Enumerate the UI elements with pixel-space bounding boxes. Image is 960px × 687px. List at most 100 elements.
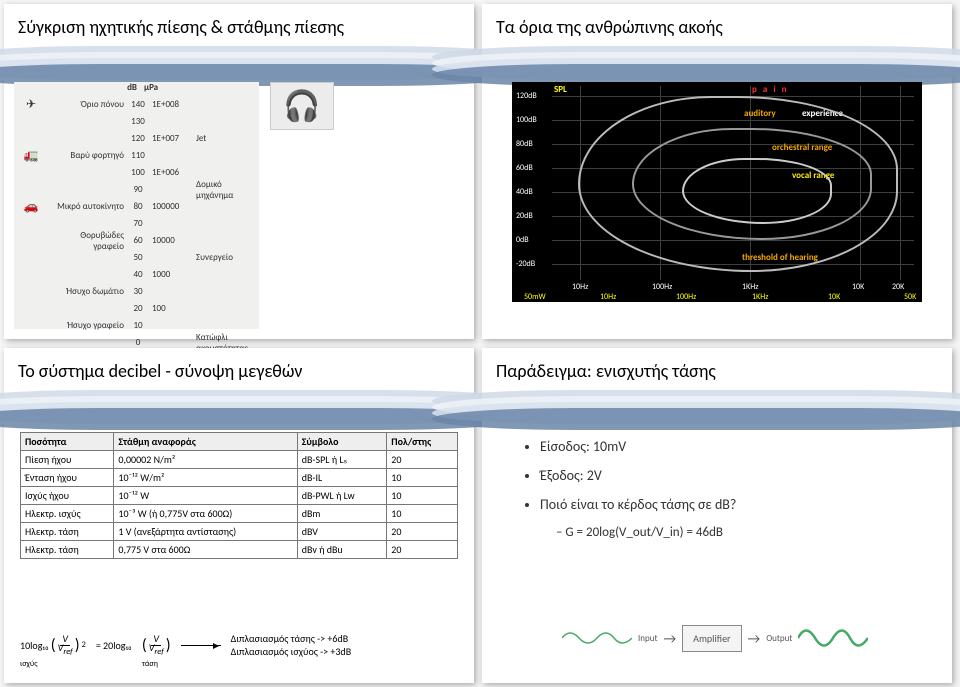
row-mpa: 1E+008 — [152, 99, 192, 110]
row-label: Όριο πόνου — [52, 99, 124, 110]
table-header: Πολ/στης — [387, 433, 458, 451]
row-icon: 🚗 — [14, 199, 48, 214]
formula-notes: Διπλασιασμός τάσης -> +6dB Διπλασιασμός … — [231, 632, 352, 658]
table-row: Πίεση ήχου0,00002 N/m²dB-SPL ή Lₛ20 — [21, 451, 458, 469]
slide-hearing-range: Τα όρια της ανθρώπινης ακοής SPL p a i n… — [482, 4, 952, 339]
table-cell: 20 — [387, 541, 458, 559]
table-row: Ισχύς ήχου10⁻¹² WdB-PWL ή Lw10 — [21, 487, 458, 505]
chart-x-label: 10K — [852, 282, 864, 292]
table-header: Ποσότητα — [21, 433, 114, 451]
chart-x-label: 100Hz — [652, 282, 672, 292]
slide-header: Το σύστημα decibel - σύνοψη μεγεθών — [4, 348, 474, 418]
bullet-list: Είσοδος: 10mV Έξοδος: 2V Ποιό είναι το κ… — [540, 438, 932, 513]
table-cell: 20 — [387, 523, 458, 541]
col-db: dB — [120, 82, 144, 96]
row-db: 90 — [128, 184, 148, 195]
table-cell: dBV — [297, 523, 387, 541]
row-extra: Συνεργείο — [196, 252, 259, 263]
table-cell: Ισχύς ήχου — [21, 487, 114, 505]
sine-small-icon — [562, 623, 632, 653]
note-power: Διπλασιασμός ισχύος -> +3dB — [231, 645, 352, 658]
table-cell: 10⁻¹² W — [114, 487, 297, 505]
formula-lhs: 10log₁₀ ( V Vref )2 ισχύς — [20, 634, 86, 657]
row-mpa: 1E+007 — [152, 133, 192, 144]
pressure-row: 40 1000 — [14, 266, 259, 283]
bullet-output: Έξοδος: 2V — [540, 467, 932, 484]
row-label: Μικρό αυτοκίνητο — [52, 201, 124, 212]
row-db: 100 — [128, 167, 148, 178]
slide-amplifier: Παράδειγμα: ενισχυτής τάσης Είσοδος: 10m… — [482, 348, 952, 683]
slide-pressure: Σύγκριση ηχητικής πίεσης & στάθμης πίεση… — [4, 4, 474, 339]
amp-input-label: Input — [638, 633, 657, 644]
table-cell: 10⁻¹² W/m² — [114, 469, 297, 487]
slide-title: Σύγκριση ηχητικής πίεσης & στάθμης πίεση… — [18, 16, 344, 38]
sine-large-icon — [798, 623, 868, 653]
chart-x-label-2: 50K — [904, 292, 916, 302]
table-cell: dB-IL — [297, 469, 387, 487]
row-db: 40 — [128, 269, 148, 280]
row-db: 0 — [128, 337, 148, 348]
chart-label-pain: p a i n — [752, 84, 788, 95]
table-cell: 10⁻³ W (ή 0,775V στα 600Ω) — [114, 505, 297, 523]
row-extra: Jet — [196, 133, 259, 144]
row-mpa: 1000 — [152, 269, 192, 280]
chart-x-label: 10Hz — [572, 282, 588, 292]
figure-header: dB μPa — [14, 82, 259, 96]
row-icon: ✈ — [14, 97, 48, 112]
table-row: Ηλεκτρ. τάση0,775 V στα 600ΩdBv ή dBu20 — [21, 541, 458, 559]
pressure-row: Ήσυχο δωμάτιο30 — [14, 283, 259, 300]
chart-x-label: 20K — [892, 282, 904, 292]
row-db: 70 — [128, 218, 148, 229]
row-label: Ήσυχο δωμάτιο — [52, 286, 124, 297]
chart-y-label: 60dB — [516, 163, 533, 173]
col-mpa: μPa — [144, 82, 188, 96]
pressure-row: Θορυβώδες γραφείο 60 10000 — [14, 232, 259, 249]
bullet-question: Ποιό είναι το κέρδος τάσης σε dB? — [540, 496, 932, 513]
hearing-range-chart: SPL p a i n 120dB100dB80dB60dB40dB20dB0d… — [512, 82, 922, 302]
chart-x-label: 1KHz — [742, 282, 758, 292]
slide-body: Είσοδος: 10mV Έξοδος: 2V Ποιό είναι το κ… — [522, 438, 932, 673]
chart-x-label-2: 1KHz — [752, 292, 768, 302]
headphones-icon: 🎧 — [270, 82, 334, 130]
table-cell: dB-SPL ή Lₛ — [297, 451, 387, 469]
table-cell: Ένταση ήχου — [21, 469, 114, 487]
pressure-row: 50Συνεργείο — [14, 249, 259, 266]
hearing-area-vocal — [682, 158, 832, 224]
row-label: Θορυβώδες γραφείο — [52, 230, 124, 252]
note-voltage: Διπλασιασμός τάσης -> +6dB — [231, 632, 352, 645]
row-db: 80 — [128, 201, 148, 212]
slide-body: dB μPa ✈Όριο πόνου1401E+0081301201E+007J… — [14, 82, 464, 329]
row-db: 60 — [128, 235, 148, 246]
pressure-comparison-figure: dB μPa ✈Όριο πόνου1401E+0081301201E+007J… — [14, 82, 259, 329]
chart-x-label-2: 10K — [828, 292, 840, 302]
row-mpa: 10000 — [152, 235, 192, 246]
chart-x-label-2: 10Hz — [600, 292, 616, 302]
slide-header: Παράδειγμα: ενισχυτής τάσης — [482, 348, 952, 418]
slide-body: ΠοσότηταΣτάθμη αναφοράςΣύμβολοΠολ/στης Π… — [20, 432, 458, 667]
amplifier-figure: Input → Amplifier → Output — [562, 609, 922, 667]
table-row: Ηλεκτρ. τάση1 V (ανεξάρτητα αντίστασης)d… — [21, 523, 458, 541]
table-cell: dBm — [297, 505, 387, 523]
chart-y-label: 0dB — [516, 235, 529, 245]
row-mpa: 100000 — [152, 201, 192, 212]
slide-header: Σύγκριση ηχητικής πίεσης & στάθμης πίεση… — [4, 4, 474, 74]
pressure-row: 🚗 Μικρό αυτοκίνητο 80 100000 — [14, 198, 259, 215]
pressure-row: 130 — [14, 113, 259, 130]
row-db: 110 — [128, 150, 148, 161]
table-cell: Πίεση ήχου — [21, 451, 114, 469]
chart-x-label-2: 100Hz — [676, 292, 696, 302]
arrow-icon: → — [748, 630, 761, 647]
chart-y-label: 20dB — [516, 211, 533, 221]
formula-rhs: ( V Vref ) τάση — [142, 634, 171, 657]
row-mpa: 1E+006 — [152, 167, 192, 178]
row-mpa: 100 — [152, 303, 192, 314]
row-extra: Δομικό μηχάνημα — [196, 179, 259, 201]
slide-title: Το σύστημα decibel - σύνοψη μεγεθών — [18, 360, 302, 382]
formula-row: 10log₁₀ ( V Vref )2 ισχύς = 20log₁₀ ( V … — [20, 623, 458, 667]
table-header: Στάθμη αναφοράς — [114, 433, 297, 451]
table-cell: 1 V (ανεξάρτητα αντίστασης) — [114, 523, 297, 541]
row-icon: 🚛 — [14, 148, 48, 163]
bullet-input: Είσοδος: 10mV — [540, 438, 932, 455]
table-cell: Ηλεκτρ. ισχύς — [21, 505, 114, 523]
formula-text: 10log₁₀ — [20, 639, 49, 652]
